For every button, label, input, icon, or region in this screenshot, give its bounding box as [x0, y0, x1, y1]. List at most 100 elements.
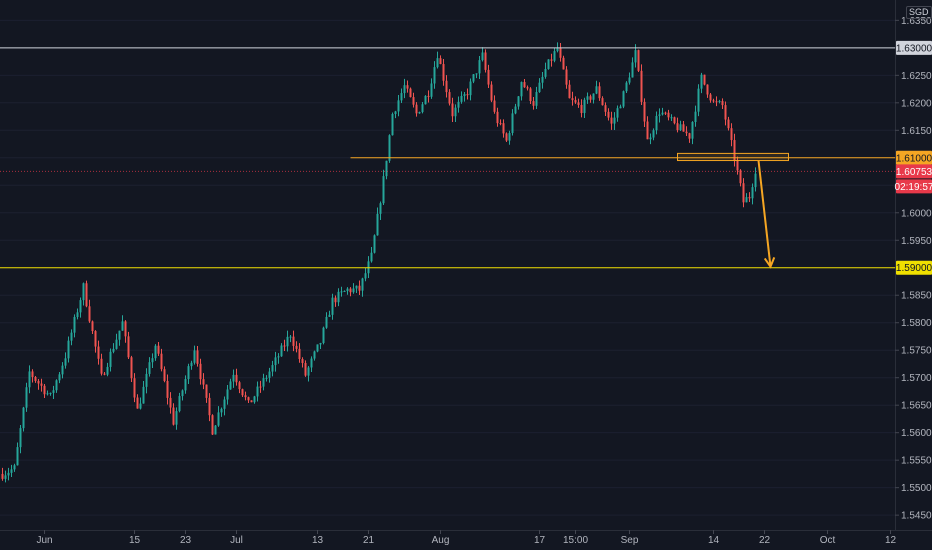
candle-body — [61, 365, 64, 375]
candle-body — [316, 344, 319, 352]
candle-body — [256, 386, 259, 397]
x-tick-label: 15:00 — [563, 535, 588, 546]
candle-body — [319, 342, 322, 345]
candle-body — [496, 111, 499, 124]
candle-body — [7, 472, 10, 476]
y-tick-label: 1.54500 — [901, 511, 932, 522]
candle-body — [643, 101, 646, 122]
candle-body — [196, 350, 199, 364]
candle-body — [667, 112, 670, 118]
y-tick-label: 1.58500 — [901, 291, 932, 302]
candle-body — [421, 104, 424, 113]
candle-body — [115, 339, 118, 349]
candle-body — [124, 321, 127, 337]
candle-body — [385, 160, 388, 177]
candle-body — [670, 117, 673, 119]
candle-body — [175, 411, 178, 425]
candle-body — [289, 336, 292, 338]
candle-body — [250, 400, 253, 403]
candle-body — [391, 113, 394, 136]
candle-body — [526, 87, 529, 89]
candle-body — [610, 117, 613, 124]
candle-body — [499, 123, 502, 125]
candle-body — [160, 353, 163, 370]
candle-body — [64, 358, 67, 366]
candle-body — [46, 393, 49, 395]
candle-body — [664, 112, 667, 114]
candle-body — [712, 100, 715, 102]
candle-body — [646, 121, 649, 140]
candle-body — [505, 133, 508, 141]
candle-body — [376, 213, 379, 236]
candle-body — [535, 92, 538, 106]
badge-countdown: 02:19:57 — [895, 182, 932, 193]
candle-body — [532, 101, 535, 106]
candle-body — [622, 91, 625, 107]
candle-body — [25, 387, 28, 408]
candle-body — [598, 86, 601, 99]
candle-body — [322, 327, 325, 343]
y-tick-label: 1.55500 — [901, 456, 932, 467]
badge-countdown-bg — [896, 179, 932, 194]
candle-body — [571, 98, 574, 101]
candle-body — [226, 389, 229, 400]
candle-body — [4, 475, 7, 479]
x-tick-label: 17 — [534, 535, 546, 546]
candle-body — [424, 95, 427, 105]
candle-body — [553, 51, 556, 61]
candle-body — [67, 340, 70, 359]
candle-body — [427, 95, 430, 97]
candle-body — [739, 170, 742, 184]
candle-body — [202, 379, 205, 385]
candle-body — [130, 357, 133, 379]
horizontal-levels — [0, 47, 895, 269]
candle-body — [151, 358, 154, 363]
candle-body — [538, 82, 541, 93]
candle-body — [523, 82, 526, 88]
candle-body — [352, 288, 355, 293]
candle-body — [580, 104, 583, 114]
candle-body — [100, 358, 103, 374]
candle-body — [79, 300, 82, 313]
badge-current-bg — [896, 164, 932, 179]
candle-body — [298, 348, 301, 360]
resistance-zone — [677, 152, 789, 162]
candle-body — [556, 47, 559, 52]
candle-body — [214, 425, 217, 435]
candle-body — [448, 92, 451, 104]
candle-body — [253, 396, 256, 403]
candle-body — [589, 96, 592, 100]
candle-body — [49, 392, 52, 394]
y-tick-label: 1.62000 — [901, 98, 932, 109]
candle-body — [400, 93, 403, 101]
badge-159-bg — [896, 260, 932, 275]
candle-body — [613, 117, 616, 124]
candle-body — [70, 332, 73, 341]
candle-body — [349, 288, 352, 293]
candle-body — [703, 74, 706, 85]
candle-body — [655, 115, 658, 131]
candle-body — [607, 111, 610, 118]
candle-body — [58, 374, 61, 381]
time-axis: Jun 15 23 Jul 13 21 Aug 17 15:00 Sep 14 22 Oct 12 — [0, 530, 932, 546]
candle-body — [340, 291, 343, 293]
candle-body — [628, 77, 631, 83]
candle-body — [574, 100, 577, 103]
candle-body — [481, 52, 484, 61]
candle-body — [118, 330, 121, 340]
x-tick-label: Sep — [621, 535, 639, 546]
candle-body — [721, 101, 724, 106]
candle-body — [652, 130, 655, 138]
x-tick-label: Jun — [36, 535, 52, 546]
candle-body — [436, 58, 439, 68]
candle-body — [217, 412, 220, 426]
candle-body — [310, 358, 313, 368]
candle-body — [709, 94, 712, 101]
candle-body — [658, 114, 661, 116]
candle-body — [397, 100, 400, 112]
candle-body — [511, 113, 514, 133]
x-tick-label: 15 — [129, 535, 141, 546]
candle-body — [208, 397, 211, 416]
currency-label[interactable]: SGD — [906, 6, 932, 19]
